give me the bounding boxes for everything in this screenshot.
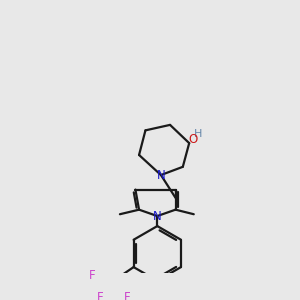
Text: N: N bbox=[153, 209, 162, 223]
Text: N: N bbox=[157, 169, 165, 182]
Text: O: O bbox=[188, 133, 197, 146]
Text: H: H bbox=[194, 129, 202, 139]
Text: F: F bbox=[124, 291, 130, 300]
Text: F: F bbox=[89, 269, 96, 282]
Text: F: F bbox=[97, 291, 103, 300]
